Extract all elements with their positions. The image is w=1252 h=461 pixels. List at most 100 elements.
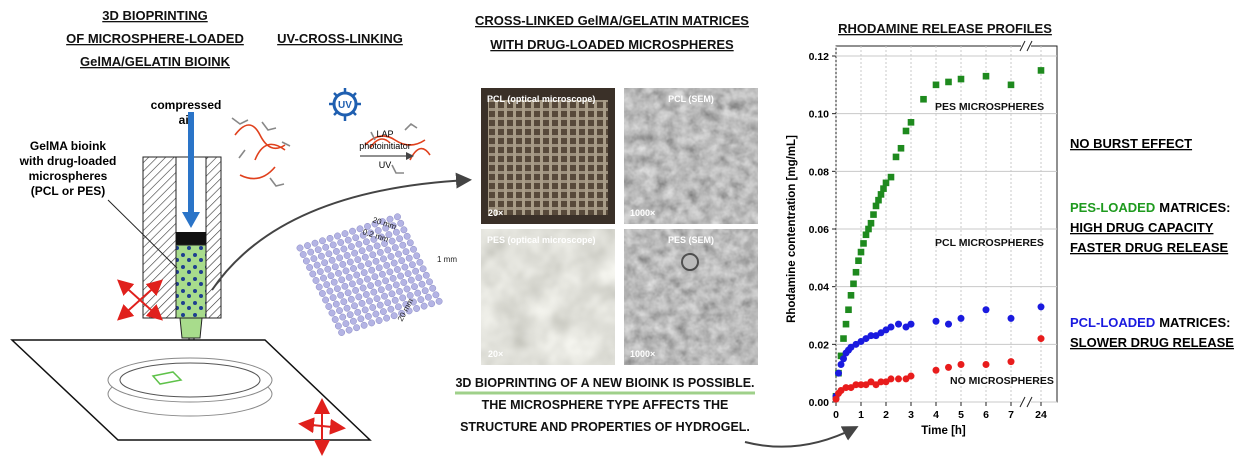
finding: MATRICES:	[1159, 315, 1230, 330]
data-point	[1007, 358, 1015, 366]
x-tick-label: 1	[858, 409, 864, 421]
data-point	[857, 381, 865, 389]
x-tick-label: 6	[983, 409, 989, 421]
data-point	[982, 361, 990, 369]
finding: PCL-LOADED MATRICES:	[1070, 315, 1230, 330]
micrograph	[624, 88, 758, 224]
data-point	[1037, 303, 1045, 311]
data-point	[907, 320, 915, 328]
data-point	[850, 280, 857, 288]
data-point	[862, 231, 870, 239]
micrograph	[481, 229, 615, 365]
data-point	[867, 332, 875, 340]
highlight: PCL-LOADED	[1070, 315, 1155, 330]
data-point	[895, 375, 902, 383]
data-point	[1037, 67, 1045, 74]
bioprinter	[10, 112, 472, 456]
y-tick-label: 0.02	[809, 339, 830, 351]
x-tick-label: 7	[1008, 409, 1014, 421]
panel-mag: 1000×	[630, 208, 655, 218]
panel-mag: 20×	[488, 349, 503, 359]
panel-label: PES (SEM)	[668, 235, 714, 245]
data-point	[945, 363, 952, 371]
data-point	[872, 202, 880, 210]
data-point	[855, 257, 862, 265]
data-point	[902, 127, 910, 135]
label: compressed	[151, 98, 222, 112]
data-point	[887, 375, 895, 383]
series-label: PES MICROSPHERES	[935, 101, 1044, 113]
section-title: GelMA/GELATIN BIOINK	[80, 54, 231, 69]
data-point	[920, 95, 927, 103]
y-tick-label: 0.10	[809, 109, 830, 121]
data-point	[1007, 314, 1015, 322]
micrograph	[624, 229, 758, 365]
data-point	[870, 211, 877, 218]
data-point	[875, 196, 882, 204]
dimension: 1 mm	[437, 255, 457, 264]
axis-break	[1019, 396, 1033, 408]
section-title: WITH DRUG-LOADED MICROSPHERES	[490, 37, 734, 52]
data-point	[840, 335, 847, 342]
data-point	[867, 219, 875, 227]
y-tick-label: 0.04	[809, 282, 830, 294]
data-point	[877, 191, 885, 198]
data-point	[945, 78, 952, 86]
panel-mag: 20×	[488, 208, 503, 218]
section-title: 3D BIOPRINTING	[102, 8, 207, 23]
data-point	[882, 179, 890, 187]
data-point	[832, 395, 840, 403]
section-title: OF MICROSPHERE-LOADED	[66, 31, 244, 46]
conclusion: 3D BIOPRINTING OF A NEW BIOINK IS POSSIB…	[455, 376, 754, 390]
data-point	[982, 306, 990, 314]
data-point	[847, 292, 855, 299]
scaffold-model	[296, 213, 443, 336]
data-point	[845, 306, 852, 314]
data-point	[865, 225, 872, 233]
data-point	[877, 378, 885, 386]
y-tick-label: 0.12	[809, 51, 830, 63]
finding: MATRICES:	[1159, 200, 1230, 215]
y-axis-label: Rhodamine contentration [mg/mL]	[786, 135, 798, 323]
data-point	[880, 185, 887, 192]
finding: NO BURST EFFECT	[1070, 136, 1192, 151]
data-point	[1037, 335, 1045, 343]
data-point	[957, 314, 965, 322]
data-point	[932, 81, 940, 89]
data-point	[860, 240, 867, 247]
panel-label: PES (optical microscope)	[487, 235, 596, 245]
data-point	[887, 323, 895, 331]
finding: HIGH DRUG CAPACITY	[1070, 220, 1214, 235]
data-point	[840, 355, 847, 363]
data-point	[837, 352, 845, 360]
y-tick-label: 0.00	[809, 397, 830, 409]
highlight: PES-LOADED	[1070, 200, 1155, 215]
uv-icon: UV	[329, 88, 361, 121]
x-tick-label: 4	[933, 409, 939, 421]
finding: SLOWER DRUG RELEASE	[1070, 335, 1234, 350]
data-point	[857, 248, 865, 256]
arrow	[744, 426, 859, 448]
data-point	[932, 317, 940, 325]
y-tick-label: 0.06	[809, 224, 830, 236]
section-title: CROSS-LINKED GelMA/GELATIN MATRICES	[475, 13, 749, 28]
label: UV	[379, 160, 392, 170]
label: GelMA bioink	[30, 139, 107, 153]
label: LAP	[376, 129, 393, 139]
data-point	[897, 144, 905, 152]
data-point	[957, 75, 965, 83]
data-point	[957, 361, 965, 369]
x-axis-label: Time [h]	[921, 425, 966, 437]
panel-label: PCL (optical microscope)	[487, 94, 595, 104]
label: (PCL or PES)	[31, 184, 105, 198]
series-label: PCL MICROSPHERES	[935, 237, 1044, 249]
finding: PES-LOADED MATRICES:	[1070, 200, 1231, 215]
data-point	[895, 320, 902, 328]
data-point	[982, 72, 990, 80]
data-point	[852, 268, 860, 276]
data-point	[852, 381, 860, 389]
data-point	[842, 320, 850, 328]
x-tick-label: 0	[833, 409, 839, 421]
chart: 0.00 0.02 0.04 0.06 0.08 0.10 0.12 0 1 2 3 4 5 6 7 24 Ti…	[786, 40, 1058, 437]
